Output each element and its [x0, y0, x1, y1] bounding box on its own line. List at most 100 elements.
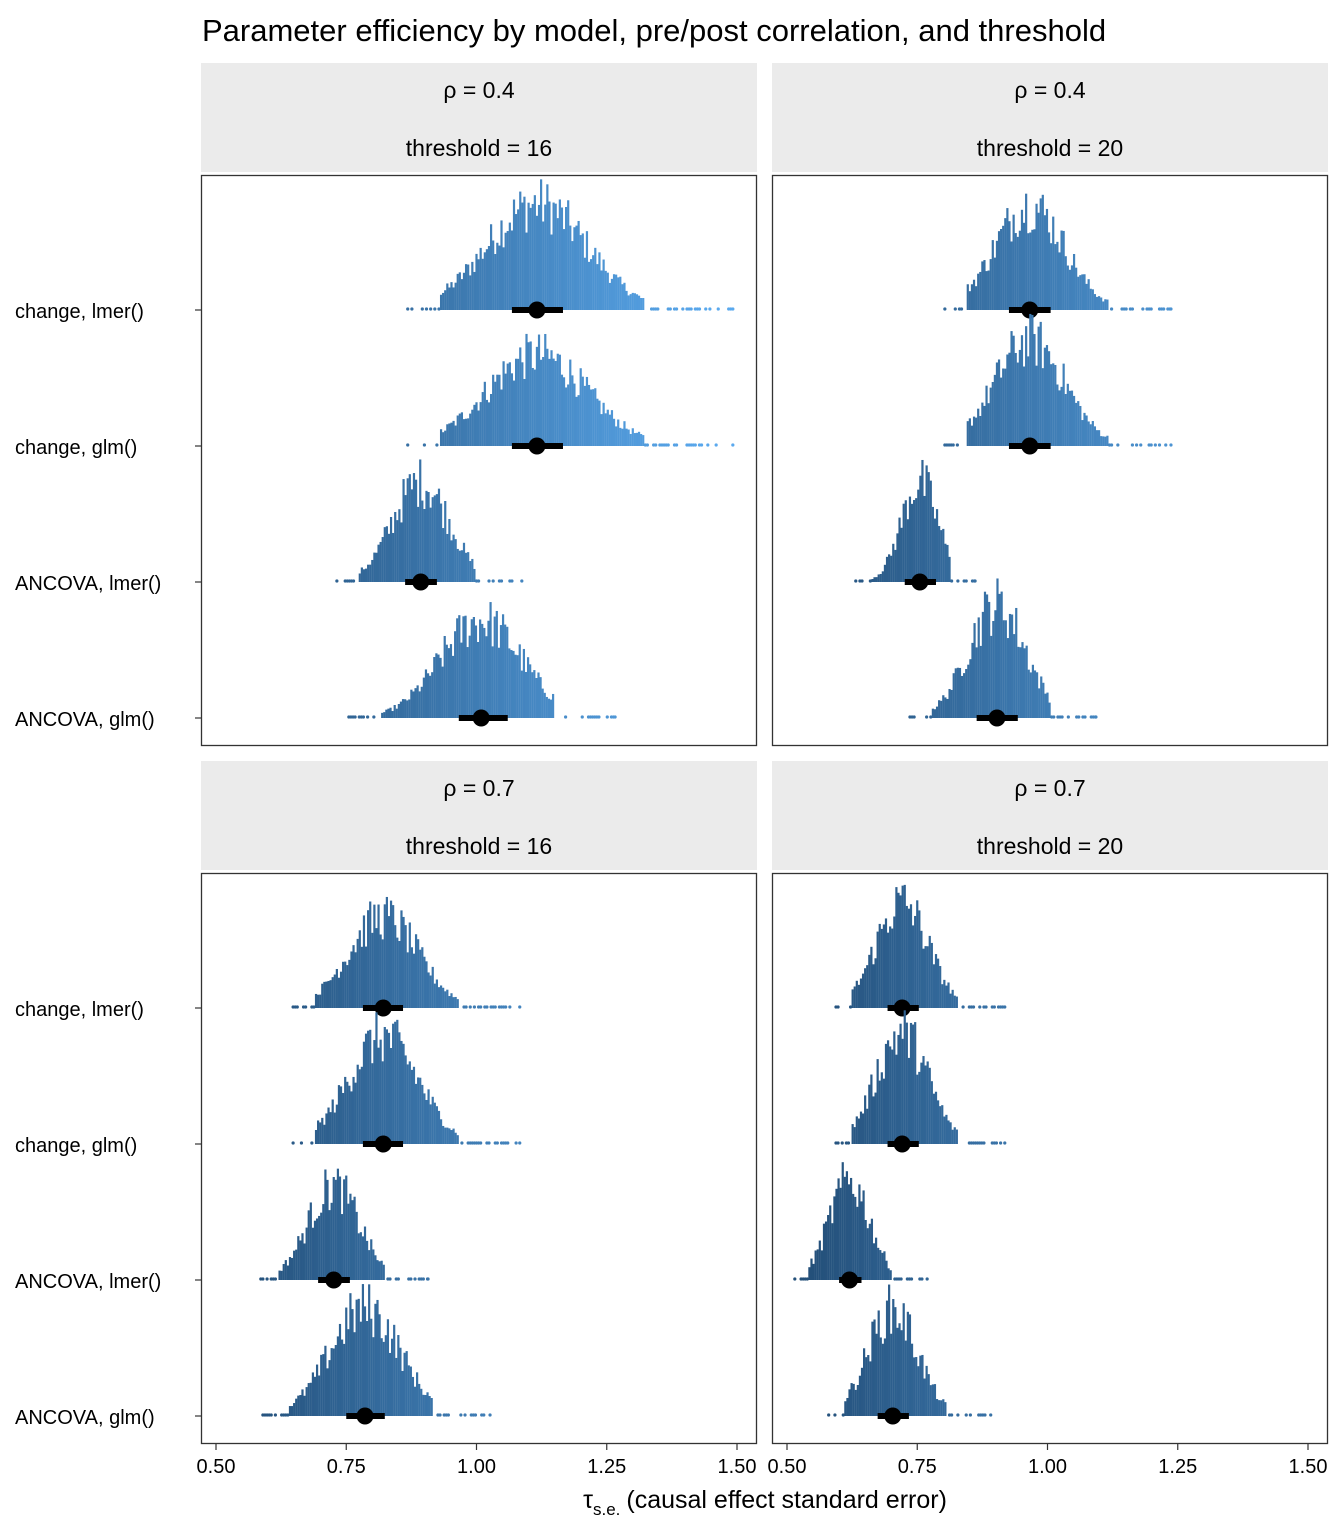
histogram-bar — [920, 1062, 923, 1144]
histogram-bar — [1002, 620, 1005, 718]
histogram-bar — [303, 1243, 306, 1280]
histogram-bar — [1035, 203, 1038, 310]
histogram-bar — [523, 378, 526, 446]
histogram-bar — [466, 647, 469, 718]
outlier-dot — [424, 307, 429, 311]
outlier-dot — [978, 1005, 982, 1009]
histogram-bar — [427, 972, 430, 1008]
histogram-bar — [456, 548, 459, 582]
histogram-bar — [412, 953, 416, 1008]
histogram-bar — [537, 204, 541, 310]
histogram-bar — [1000, 229, 1003, 310]
histogram-bar — [901, 885, 904, 1008]
histogram-bar — [327, 1107, 330, 1144]
histogram-bar — [895, 887, 898, 1008]
histogram-bar — [907, 1057, 911, 1144]
histogram-bar — [1060, 386, 1063, 446]
histogram-bar — [1022, 366, 1026, 446]
histogram-bar — [973, 623, 976, 718]
histogram-bar — [1079, 405, 1082, 446]
histogram-bar — [297, 1395, 300, 1416]
histogram-bar — [458, 413, 461, 446]
outlier-dot — [956, 579, 960, 583]
outlier-dot — [438, 1413, 442, 1417]
histogram-bar — [867, 1355, 870, 1416]
outlier-dot — [674, 307, 679, 311]
histogram-bar — [456, 618, 459, 718]
histogram-bar — [939, 1106, 942, 1144]
histogram-bar — [321, 1117, 324, 1144]
histogram-bar — [431, 1096, 434, 1144]
outlier-dot — [487, 579, 491, 583]
histogram-bar — [442, 292, 445, 310]
histogram-bar — [406, 478, 409, 582]
histogram-bar — [450, 282, 453, 310]
outlier-dot — [388, 1277, 392, 1281]
histogram-bar — [1081, 420, 1084, 446]
histogram-bar — [824, 1221, 828, 1280]
histogram-bar — [386, 1319, 390, 1416]
histogram-bar — [485, 399, 489, 446]
histogram-bar — [909, 1022, 913, 1144]
histogram-bar — [379, 541, 382, 582]
histogram-bar — [328, 1360, 331, 1416]
histogram-bar — [1013, 634, 1016, 718]
histogram-bar — [617, 419, 620, 446]
histogram-bar — [462, 616, 465, 718]
histogram-bar — [875, 1333, 878, 1416]
histogram-bar — [866, 965, 869, 1008]
histogram-bar — [535, 215, 539, 310]
histogram-bar — [324, 1169, 327, 1280]
histogram-bar — [858, 1184, 861, 1280]
histogram-bar — [905, 1022, 908, 1144]
histogram-bar — [631, 292, 634, 310]
histogram-bar — [629, 294, 632, 310]
outlier-dot — [731, 307, 735, 311]
histogram-bar — [1029, 672, 1032, 718]
histogram-bar — [981, 611, 984, 718]
histogram-bar — [519, 191, 522, 310]
histogram-bar — [942, 528, 945, 582]
histogram-bar — [889, 926, 892, 1008]
histogram-bar — [456, 999, 459, 1008]
histogram-bar — [598, 252, 601, 310]
distribution-series — [347, 602, 617, 727]
histogram-bar — [1042, 682, 1045, 718]
outlier-dot — [920, 1277, 924, 1281]
histogram-bar — [927, 472, 930, 582]
histogram-bar — [378, 1314, 381, 1416]
histogram-bar — [510, 230, 514, 310]
histogram-bar — [417, 939, 420, 1008]
histogram-bar — [452, 1128, 455, 1144]
outlier-dot — [1060, 715, 1064, 719]
outlier-dot — [269, 1413, 273, 1417]
histogram-bar — [853, 1127, 856, 1144]
histogram-bar — [429, 507, 432, 582]
histogram-bar — [498, 374, 501, 446]
histogram-bar — [533, 670, 536, 718]
histogram-bar — [354, 1082, 357, 1144]
outlier-dot — [421, 1277, 425, 1281]
histogram-bar — [864, 968, 867, 1008]
histogram-bar — [317, 1120, 320, 1144]
histogram-bar — [1006, 208, 1009, 310]
histogram-bar — [883, 1251, 886, 1280]
histogram-bar — [885, 556, 889, 582]
strip-threshold-label: threshold = 20 — [977, 833, 1123, 859]
histogram-bar — [933, 518, 937, 582]
histogram-bar — [448, 423, 451, 446]
histogram-bar — [391, 711, 394, 718]
histogram-bar — [525, 333, 528, 446]
histogram-bar — [326, 1368, 329, 1416]
histogram-bar — [907, 908, 911, 1008]
histogram-bar — [552, 358, 555, 446]
histogram-bar — [562, 377, 566, 446]
histogram-bar — [913, 1357, 916, 1416]
histogram-bar — [531, 367, 534, 446]
histogram-bar — [452, 420, 455, 446]
histogram-bar — [876, 931, 879, 1008]
histogram-bar — [933, 1384, 937, 1416]
histogram-bar — [427, 492, 430, 582]
y-axis-label: change, glm() — [15, 437, 137, 459]
histogram-bar — [879, 1250, 882, 1280]
